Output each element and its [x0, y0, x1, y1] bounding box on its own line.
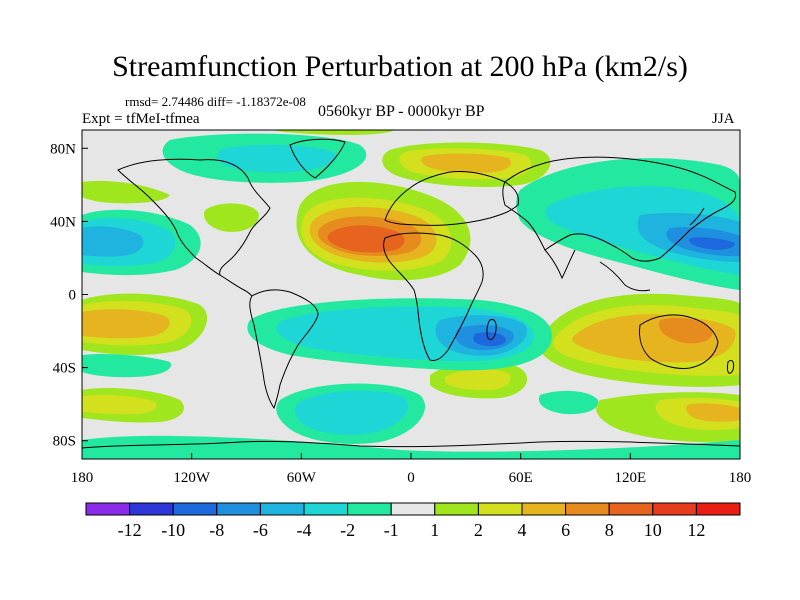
lat-tick-label: 80N — [50, 141, 76, 157]
colorbar-label: 12 — [687, 520, 705, 540]
lon-tick-label: 0 — [407, 470, 415, 486]
lat-tick-label: 80S — [53, 434, 76, 450]
japan-coast — [689, 207, 705, 226]
colorbar-swatch — [85, 502, 131, 516]
anomaly-region — [658, 318, 713, 344]
colorbar-label: -4 — [297, 520, 312, 540]
colorbar-swatch — [259, 502, 305, 516]
colorbar-swatch — [652, 502, 697, 516]
asia-coast — [502, 156, 737, 262]
anomaly-region — [327, 225, 405, 253]
colorbar-swatch — [434, 502, 479, 516]
anomaly-region — [445, 369, 511, 391]
lat-tick-label: 40S — [53, 361, 76, 377]
lon-tick-label: 120W — [173, 470, 211, 486]
colorbar-label: -2 — [340, 520, 355, 540]
anomaly-region — [538, 390, 599, 415]
colorbar-label: -10 — [161, 520, 185, 540]
colorbar-swatch — [477, 502, 523, 516]
coastlines — [82, 138, 740, 449]
australia-coast — [639, 314, 719, 369]
anomaly-region — [82, 353, 171, 378]
colorbar-swatch — [347, 502, 392, 516]
anomaly-region — [270, 130, 395, 135]
southeast-asia-coast — [599, 261, 651, 292]
colorbar-swatch — [565, 502, 610, 516]
lat-tick-label: 0 — [69, 288, 77, 304]
antarctica-coast — [82, 440, 740, 449]
colorbar-swatch — [172, 502, 218, 516]
colorbar-swatch — [521, 502, 567, 516]
colorbar-swatch — [390, 502, 436, 516]
colorbar-label: 4 — [518, 520, 527, 540]
lon-tick-label: 60E — [509, 470, 533, 486]
africa-coast — [383, 232, 484, 361]
colorbar-label: 1 — [430, 520, 439, 540]
longitude-ticks: 180 120W 60W 0 60E 120E 180 — [71, 453, 752, 486]
colorbar-label: 8 — [605, 520, 614, 540]
central-america-coast — [219, 274, 253, 297]
colorbar-swatch — [303, 502, 349, 516]
anomaly-region — [686, 403, 740, 422]
madagascar-coast — [486, 319, 497, 341]
season-label: JJA — [712, 111, 735, 127]
colorbar-label: 2 — [474, 520, 483, 540]
india-coast — [544, 249, 576, 280]
experiment-label: Expt = tfMeI-tfmea — [82, 111, 200, 127]
lon-tick-label: 120E — [614, 470, 646, 486]
colorbar-label: -12 — [118, 520, 142, 540]
anomaly-region — [82, 309, 170, 339]
positive-anomalies — [82, 130, 740, 442]
colorbar-label: -8 — [209, 520, 224, 540]
anomaly-region — [689, 237, 735, 250]
colorbar-swatch — [129, 502, 174, 516]
lat-tick-label: 40N — [50, 214, 76, 230]
contour-field — [82, 130, 740, 459]
colorbar-label: -1 — [384, 520, 399, 540]
anomaly-region — [294, 390, 409, 435]
negative-anomalies — [82, 133, 740, 459]
greenland-coast — [289, 138, 346, 179]
lon-tick-label: 180 — [71, 470, 94, 486]
colorbar-swatch — [695, 502, 741, 516]
colorbar-swatch — [216, 502, 261, 516]
period-label: 0560kyr BP - 0000kyr BP — [318, 103, 485, 120]
anomaly-region — [216, 144, 337, 173]
anomaly-region — [204, 203, 259, 232]
south-america-coast — [249, 289, 319, 410]
anomaly-region — [82, 180, 170, 204]
lon-tick-label: 60W — [287, 470, 317, 486]
colorbar: -12 -10 -8 -6 -4 -2 -1 1 2 4 6 8 10 12 — [85, 502, 741, 540]
lon-tick-label: 180 — [729, 470, 752, 486]
latitude-ticks: 80N 40N 0 40S 80S — [50, 141, 88, 450]
colorbar-label: -6 — [253, 520, 268, 540]
europe-coast — [384, 171, 519, 226]
anomaly-region — [82, 226, 144, 257]
anomaly-region — [421, 153, 511, 173]
colorbar-label: 10 — [644, 520, 662, 540]
colorbar-label: 6 — [561, 520, 570, 540]
north-america-coast — [117, 158, 271, 276]
page-title: Streamfunction Perturbation at 200 hPa (… — [112, 50, 688, 83]
new-zealand-coast — [727, 359, 735, 374]
anomaly-region — [82, 394, 157, 415]
colorbar-swatch — [608, 502, 654, 516]
stats-text: rmsd= 2.74486 diff= -1.18372e-08 — [125, 94, 306, 109]
